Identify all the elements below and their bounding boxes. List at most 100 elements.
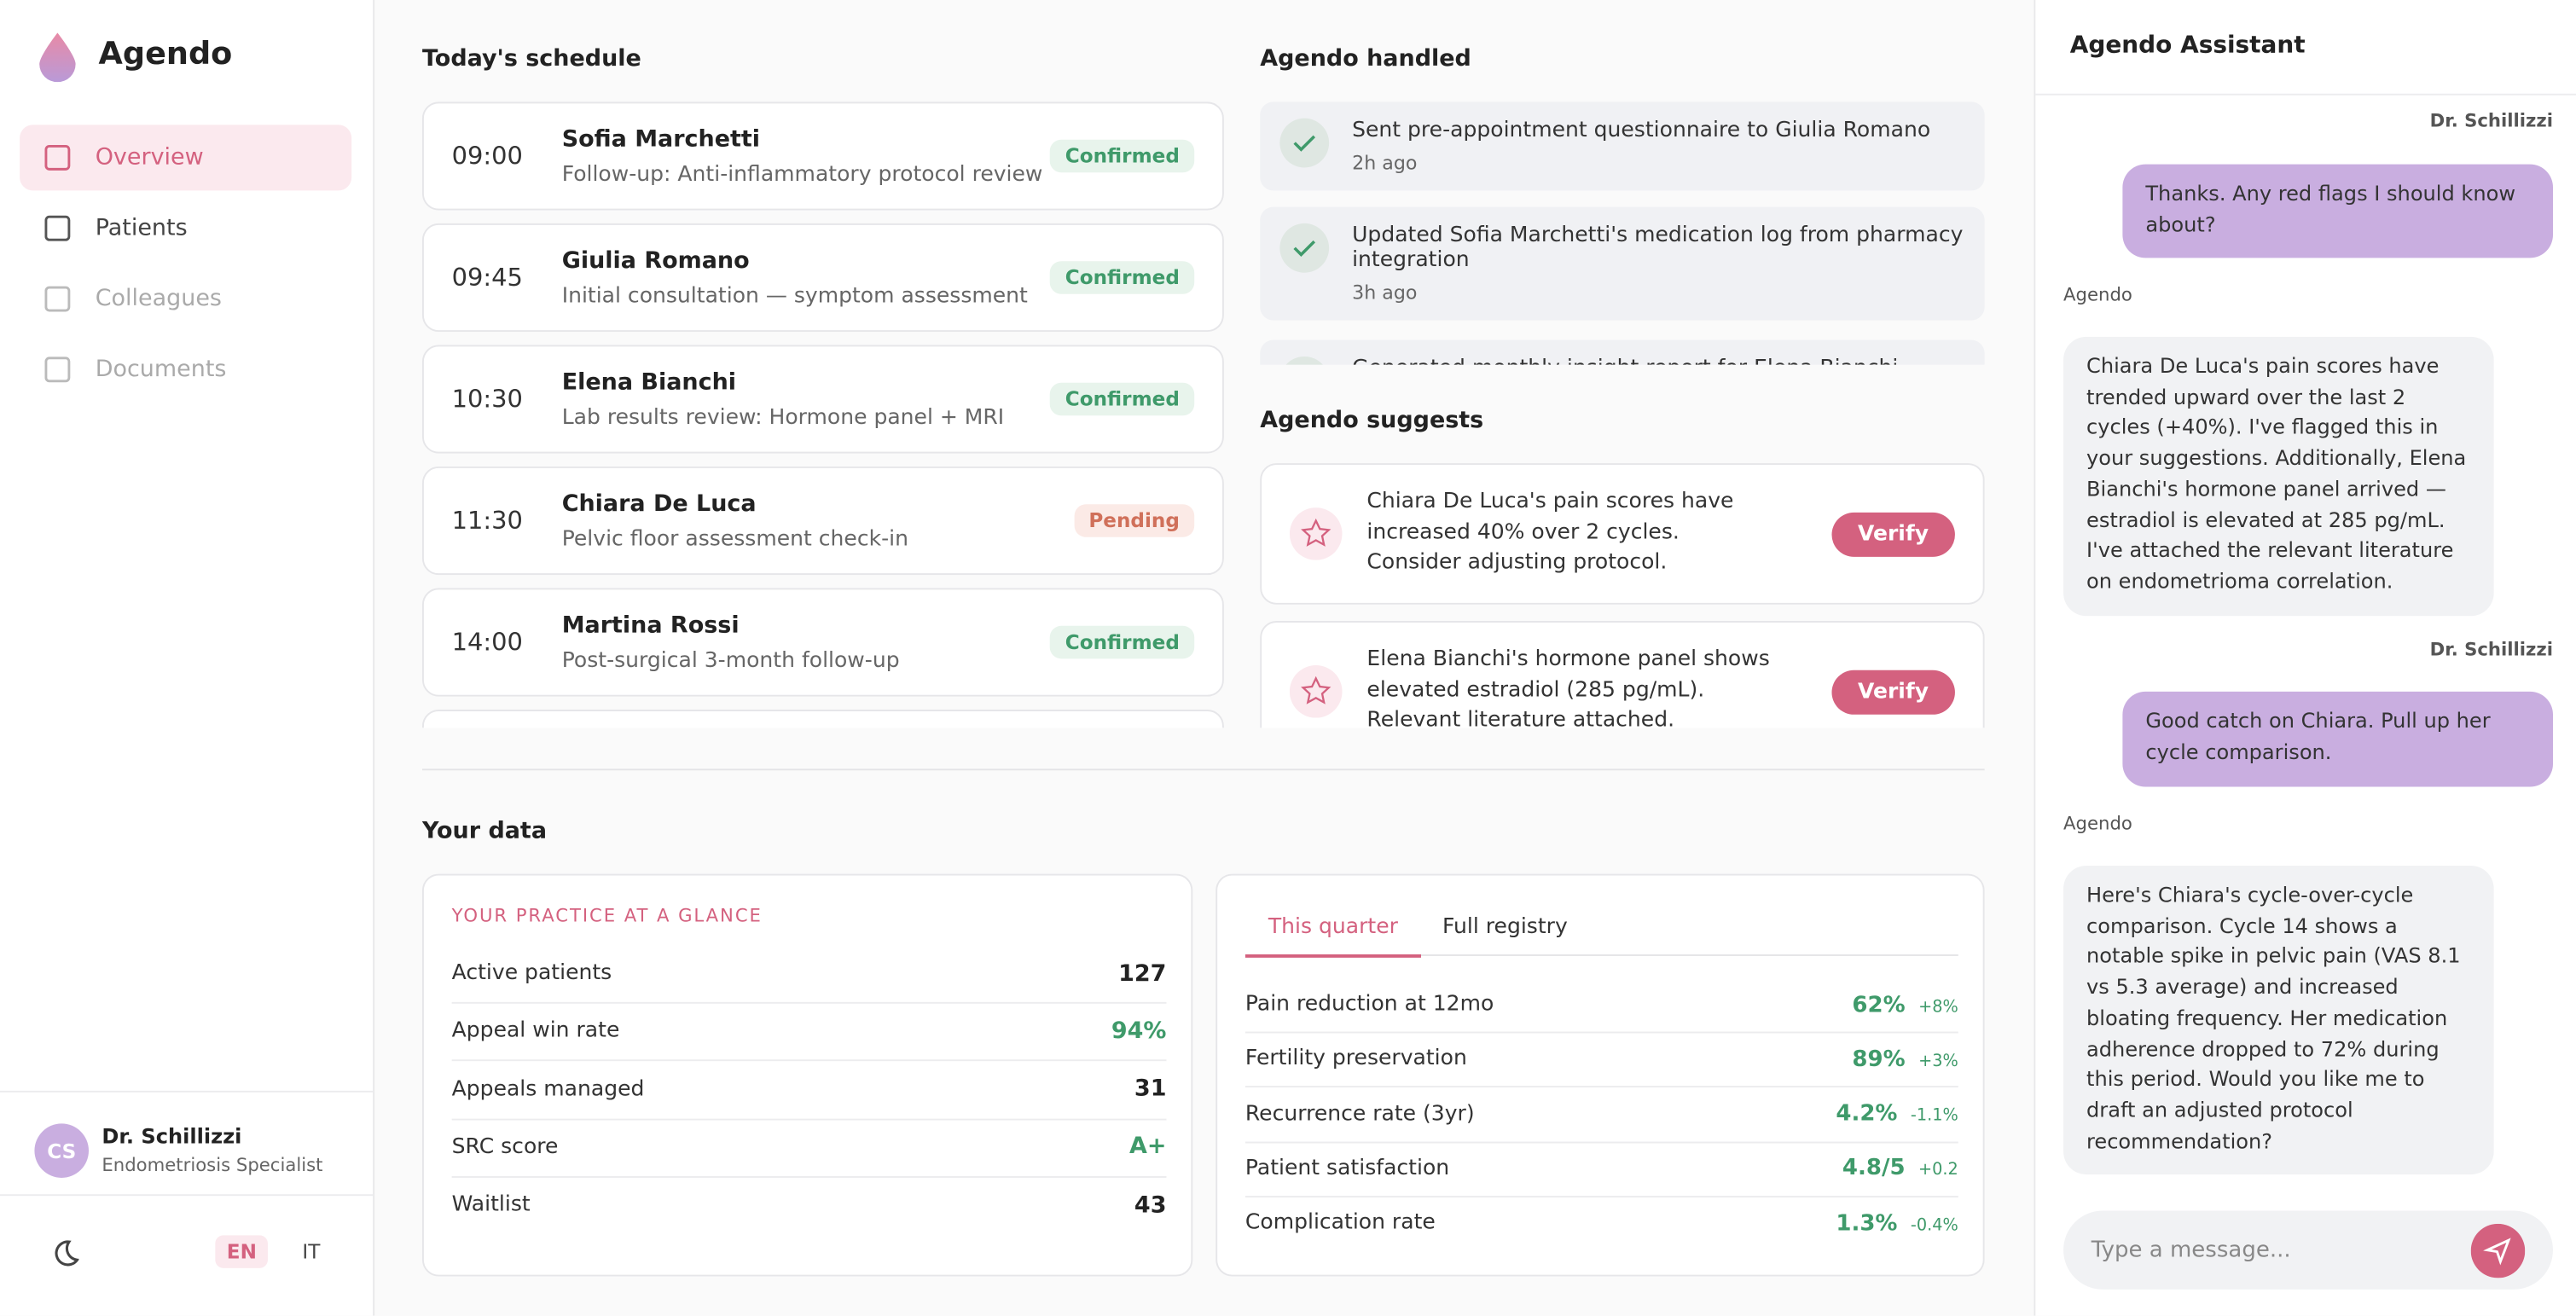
description: Post-surgical 3-month follow-up xyxy=(561,647,900,673)
time: 09:45 xyxy=(451,263,523,293)
status: Confirmed xyxy=(1050,382,1195,416)
appointment-card[interactable]: 09:45 Giulia Romano Initial consultation —… xyxy=(421,223,1224,333)
verify-button[interactable]: Verify xyxy=(1831,512,1955,557)
suggests-title: Agendo suggests xyxy=(1260,407,1484,434)
metric-values: 89% +3% xyxy=(1852,1046,1958,1072)
metric-change: -0.4% xyxy=(1910,1216,1958,1235)
lang-it[interactable]: IT xyxy=(302,1240,321,1264)
description: Pelvic floor assessment check-in xyxy=(561,526,908,552)
glance-value: 94% xyxy=(1111,1017,1167,1045)
handled-item: Updated Sofia Marchetti's medication log… xyxy=(1260,206,1985,321)
nav-icon xyxy=(44,215,71,241)
details: Martina Rossi Post-surgical 3-month follo… xyxy=(562,612,900,672)
metric-value: 4.2% xyxy=(1836,1100,1898,1128)
star-icon xyxy=(1289,665,1343,718)
avatar: CS xyxy=(34,1123,90,1178)
metric-row: Complication rate 1.3% -0.4% xyxy=(1245,1196,1958,1250)
glance-row: Waitlist 43 xyxy=(452,1176,1167,1233)
metric-value: 1.3% xyxy=(1836,1209,1898,1237)
message: Thanks. Any red flags I should know abou… xyxy=(2122,164,2554,258)
theme-toggle[interactable] xyxy=(49,1238,79,1268)
glance-value: A+ xyxy=(1128,1133,1167,1161)
nav-item[interactable]: Patients xyxy=(20,195,351,261)
nav-item[interactable]: Documents xyxy=(20,337,351,403)
nav-label: Colleagues xyxy=(95,286,222,312)
message: Here's Chiara's cycle-over-cycle compari… xyxy=(2063,866,2494,1175)
appointment-card[interactable]: 10:30 Elena Bianchi Lab results review: Ho… xyxy=(421,345,1224,454)
handled-time: 2h ago xyxy=(1352,151,1418,175)
glance-value: 31 xyxy=(1134,1075,1167,1103)
nav-label: Patients xyxy=(95,215,188,242)
metric-values: 1.3% -0.4% xyxy=(1836,1210,1958,1237)
tab[interactable]: Full registry xyxy=(1442,914,1568,940)
metric-row: Recurrence rate (3yr) 4.2% -1.1% xyxy=(1244,1087,1958,1143)
metric-change: +3% xyxy=(1918,1052,1958,1071)
metric-value: 62% xyxy=(1852,991,1906,1018)
placeholder: Type a message... xyxy=(2091,1237,2291,1264)
metric-change: -1.1% xyxy=(1910,1107,1958,1126)
patient-name: Giulia Romano xyxy=(561,246,750,274)
metric-values: 4.2% -1.1% xyxy=(1836,1101,1958,1128)
glance-label: Active patients xyxy=(451,960,612,986)
glance-row: Appeal win rate 94% xyxy=(451,1002,1167,1062)
nav-label: Documents xyxy=(95,356,227,383)
sender: Dr. Schillizzi xyxy=(2429,639,2554,661)
description: Initial consultation — symptom assessmen… xyxy=(561,283,1028,309)
tab[interactable]: This quarter xyxy=(1244,915,1421,958)
message: Chiara De Luca's pain scores have trende… xyxy=(2063,336,2494,617)
glance-title: YOUR PRACTICE AT A GLANCE xyxy=(451,905,763,927)
nav-icon xyxy=(44,286,71,312)
glance-label: Waitlist xyxy=(451,1192,531,1218)
metric-values: 62% +8% xyxy=(1852,991,1958,1017)
handled-time: 3h ago xyxy=(1352,281,1418,304)
details: Elena Bianchi Lab results review: Hormone… xyxy=(562,368,1005,429)
schedule-title: Today's schedule xyxy=(421,45,641,72)
send-button[interactable] xyxy=(2470,1223,2526,1278)
metric-label: Complication rate xyxy=(1244,1210,1436,1236)
suggestion-card: Elena Bianchi's hormone panel shows elev… xyxy=(1260,621,1985,728)
appointment-card[interactable]: 09:00 Sofia Marchetti Follow-up: Anti-infl… xyxy=(421,101,1224,211)
status: Confirmed xyxy=(1050,261,1195,294)
sender: Agendo xyxy=(2063,284,2132,306)
glance-panel: YOUR PRACTICE AT A GLANCE Active patient… xyxy=(421,873,1193,1277)
status: Pending xyxy=(1074,504,1195,537)
glance-label: SRC score xyxy=(451,1134,559,1160)
suggestion-text: Chiara De Luca's pain scores have increa… xyxy=(1366,489,1734,576)
handled-text: Sent pre-appointment questionnaire to Gi… xyxy=(1352,118,1931,143)
user-role: Endometriosis Specialist xyxy=(102,1154,323,1177)
sender: Dr. Schillizzi xyxy=(2429,110,2554,132)
glance-value: 127 xyxy=(1118,959,1167,987)
details: Giulia Romano Initial consultation — symp… xyxy=(562,247,1028,308)
glance-row: SRC score A+ xyxy=(451,1118,1167,1178)
user-name: Dr. Schillizzi xyxy=(102,1123,242,1149)
metric-row: Fertility preservation 89% +3% xyxy=(1244,1032,1958,1088)
metrics-panel: This quarter Full registry Pain reduction … xyxy=(1215,873,1985,1277)
metric-values: 4.8/5 +0.2 xyxy=(1842,1156,1958,1182)
data-title: Your data xyxy=(421,818,548,844)
handled-list: Sent pre-appointment questionnaire to Gi… xyxy=(0,0,2576,365)
metric-value: 89% xyxy=(1852,1046,1906,1073)
lang-en[interactable]: EN xyxy=(215,1235,269,1268)
metric-label: Recurrence rate (3yr) xyxy=(1244,1101,1475,1127)
check-icon xyxy=(1279,223,1330,273)
metric-row: Patient satisfaction 4.8/5 +0.2 xyxy=(1244,1141,1958,1197)
verify-button[interactable]: Verify xyxy=(1831,670,1955,715)
appointment-card[interactable]: 14:00 Martina Rossi Post-surgical 3-month … xyxy=(421,588,1224,697)
nav-item[interactable]: Overview xyxy=(20,125,352,191)
handled-item: Sent pre-appointment questionnaire to Gi… xyxy=(1260,101,1985,191)
nav-item[interactable]: Colleagues xyxy=(20,266,351,332)
logo xyxy=(39,32,76,83)
metric-label: Fertility preservation xyxy=(1244,1046,1467,1072)
time: 14:00 xyxy=(451,627,523,658)
sidebar: Agendo CS Dr. Schillizzi Endometriosis S… xyxy=(0,0,375,1316)
check-icon xyxy=(1279,118,1330,168)
message: Good catch on Chiara. Pull up her cycle … xyxy=(2122,691,2554,787)
suggestion-text: Elena Bianchi's hormone panel shows elev… xyxy=(1366,646,1770,728)
patient-name: Martina Rossi xyxy=(561,612,740,639)
appointment-card[interactable]: 11:30 Chiara De Luca Pelvic floor assessme… xyxy=(421,466,1224,576)
metric-row: Pain reduction at 12mo 62% +8% xyxy=(1244,977,1958,1034)
metric-change: +0.2 xyxy=(1917,1162,1958,1180)
handled-text: Generated monthly insight report for Ele… xyxy=(1352,357,1964,365)
chat-input[interactable]: Type a message... xyxy=(2063,1210,2554,1290)
